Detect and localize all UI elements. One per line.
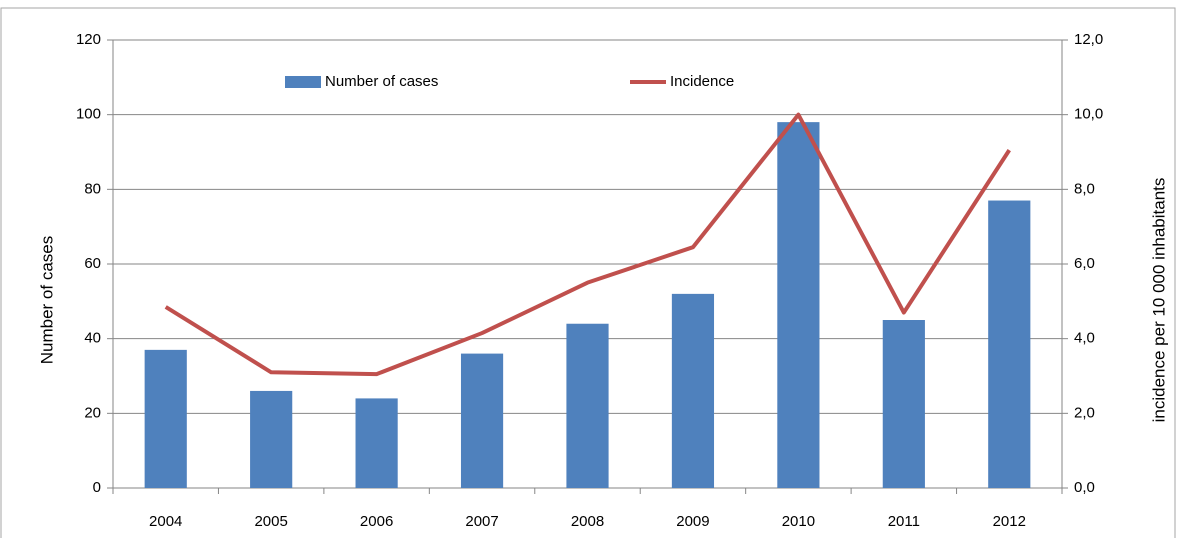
y2-axis-title: incidence per 10 000 inhabitants (1149, 178, 1168, 423)
x-tick-label: 2009 (676, 513, 709, 530)
y-tick-label: 100 (76, 106, 101, 123)
y-tick-label: 60 (84, 255, 101, 272)
y2-tick-label: 12,0 (1074, 31, 1103, 48)
x-tick-label: 2004 (149, 513, 182, 530)
x-tick-label: 2011 (888, 513, 920, 530)
y-axis-title: Number of cases (37, 236, 56, 365)
y-tick-label: 120 (76, 31, 101, 48)
line (164, 112, 1011, 377)
bar (882, 320, 925, 488)
y-tick-label: 0 (93, 479, 101, 496)
legend-label: Incidence (670, 73, 734, 90)
y2-tick-label: 2,0 (1074, 404, 1095, 421)
bar (250, 390, 293, 488)
legend-swatch (285, 76, 321, 88)
y2-tick-label: 6,0 (1074, 255, 1095, 272)
y-tick-label: 20 (84, 404, 101, 421)
bar (144, 349, 187, 488)
bar (777, 122, 820, 488)
bar (355, 398, 398, 488)
y2-tick-label: 0,0 (1074, 479, 1095, 496)
legend-label: Number of cases (325, 73, 438, 90)
x-tick-label: 2007 (465, 513, 498, 530)
bar (988, 200, 1031, 489)
x-tick-label: 2006 (360, 513, 393, 530)
y2-tick-label: 10,0 (1074, 106, 1103, 123)
bar (671, 293, 715, 488)
y-tick-label: 40 (84, 330, 101, 347)
bar (460, 353, 504, 488)
x-tick-label: 2008 (571, 513, 604, 530)
chart-frame (0, 7, 1176, 543)
y2-tick-label: 8,0 (1074, 180, 1095, 197)
x-tick-label: 2010 (782, 513, 815, 530)
x-tick-label: 2012 (993, 513, 1026, 530)
y2-tick-label: 4,0 (1074, 330, 1095, 347)
bar (566, 323, 609, 488)
x-tick-label: 2005 (254, 513, 287, 530)
y-tick-label: 80 (84, 180, 101, 197)
